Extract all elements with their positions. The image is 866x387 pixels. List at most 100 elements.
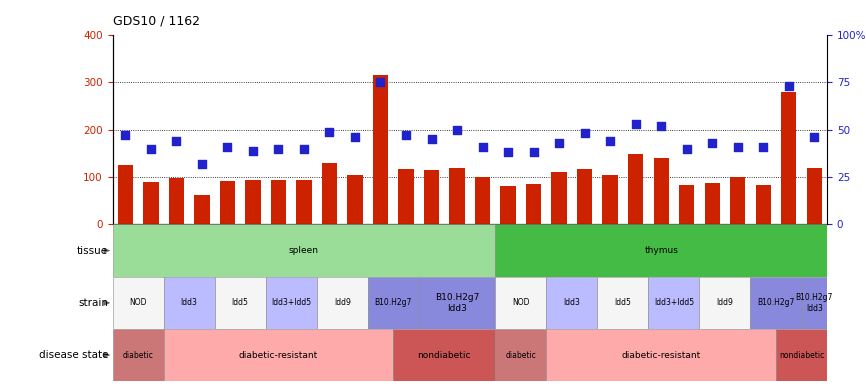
Bar	[776, 329, 827, 381]
Bar	[118, 165, 133, 224]
Text: Idd9: Idd9	[333, 298, 351, 307]
Point	[399, 132, 413, 139]
Bar	[393, 329, 495, 381]
Bar	[113, 329, 164, 381]
Point	[373, 79, 387, 85]
Text: B10.H2g7
Idd3: B10.H2g7 Idd3	[435, 293, 479, 313]
Point	[731, 144, 745, 150]
Bar	[475, 177, 490, 224]
Point	[756, 144, 770, 150]
Point	[527, 149, 540, 156]
Point	[782, 83, 796, 89]
Bar	[628, 154, 643, 224]
Text: GDS10 / 1162: GDS10 / 1162	[113, 14, 199, 27]
Bar	[603, 175, 617, 224]
Text: B10.H2g7: B10.H2g7	[375, 298, 412, 307]
Point	[604, 138, 617, 144]
Text: diabetic-resistant: diabetic-resistant	[622, 351, 701, 360]
Point	[705, 140, 719, 146]
Text: disease state: disease state	[39, 350, 108, 360]
Point	[578, 130, 591, 137]
Text: Idd3: Idd3	[564, 298, 580, 307]
Bar	[598, 277, 649, 329]
Bar	[215, 277, 266, 329]
Bar	[806, 168, 822, 224]
Bar	[143, 182, 158, 224]
Text: strain: strain	[78, 298, 108, 308]
Bar	[347, 175, 363, 224]
Point	[144, 146, 158, 152]
Bar	[322, 163, 337, 224]
Bar	[577, 169, 592, 224]
Bar	[495, 224, 827, 277]
Bar	[649, 277, 700, 329]
Point	[348, 134, 362, 140]
Point	[654, 123, 668, 129]
Text: diabetic: diabetic	[123, 351, 153, 360]
Bar	[296, 180, 312, 224]
Text: B10.H2g7
Idd3: B10.H2g7 Idd3	[796, 293, 833, 313]
Text: Idd3+Idd5: Idd3+Idd5	[654, 298, 694, 307]
Bar	[552, 172, 566, 224]
Bar	[700, 277, 751, 329]
Bar	[220, 181, 235, 224]
Bar	[654, 158, 669, 224]
Bar	[169, 178, 184, 224]
Bar	[705, 183, 720, 224]
Point	[246, 147, 260, 154]
Bar	[164, 329, 393, 381]
Bar	[317, 277, 368, 329]
Bar	[164, 277, 215, 329]
Bar	[755, 185, 771, 224]
Bar	[194, 195, 210, 224]
Bar	[419, 277, 495, 329]
Bar	[423, 170, 439, 224]
Point	[680, 146, 694, 152]
Bar	[113, 224, 495, 277]
Bar	[802, 277, 827, 329]
Text: NOD: NOD	[512, 298, 530, 307]
Text: nondiabetic: nondiabetic	[417, 351, 471, 360]
Bar	[679, 185, 695, 224]
Text: thymus: thymus	[644, 246, 678, 255]
Point	[807, 134, 821, 140]
Text: tissue: tissue	[77, 246, 108, 255]
Text: Idd3: Idd3	[181, 298, 197, 307]
Point	[501, 149, 515, 156]
Point	[170, 138, 184, 144]
Bar	[398, 168, 414, 224]
Bar	[495, 277, 546, 329]
Bar	[271, 180, 286, 224]
Point	[450, 127, 464, 133]
Bar	[730, 177, 746, 224]
Text: diabetic-resistant: diabetic-resistant	[239, 351, 318, 360]
Bar	[781, 92, 797, 224]
Point	[272, 146, 286, 152]
Text: diabetic: diabetic	[506, 351, 536, 360]
Text: Idd3+Idd5: Idd3+Idd5	[271, 298, 311, 307]
Point	[629, 121, 643, 127]
Bar	[495, 329, 546, 381]
Text: Idd5: Idd5	[232, 298, 249, 307]
Bar	[245, 180, 261, 224]
Text: nondiabetic: nondiabetic	[779, 351, 824, 360]
Text: spleen: spleen	[289, 246, 319, 255]
Bar	[546, 329, 776, 381]
Bar	[449, 168, 465, 224]
Point	[119, 132, 132, 139]
Bar	[113, 277, 164, 329]
Bar	[368, 277, 419, 329]
Text: B10.H2g7: B10.H2g7	[757, 298, 795, 307]
Text: Idd5: Idd5	[615, 298, 631, 307]
Point	[195, 161, 209, 167]
Bar	[501, 186, 516, 224]
Bar	[266, 277, 317, 329]
Bar	[751, 277, 802, 329]
Point	[553, 140, 566, 146]
Point	[475, 144, 489, 150]
Point	[297, 146, 311, 152]
Text: Idd9: Idd9	[716, 298, 734, 307]
Point	[322, 128, 336, 135]
Bar	[546, 277, 598, 329]
Bar	[373, 75, 388, 224]
